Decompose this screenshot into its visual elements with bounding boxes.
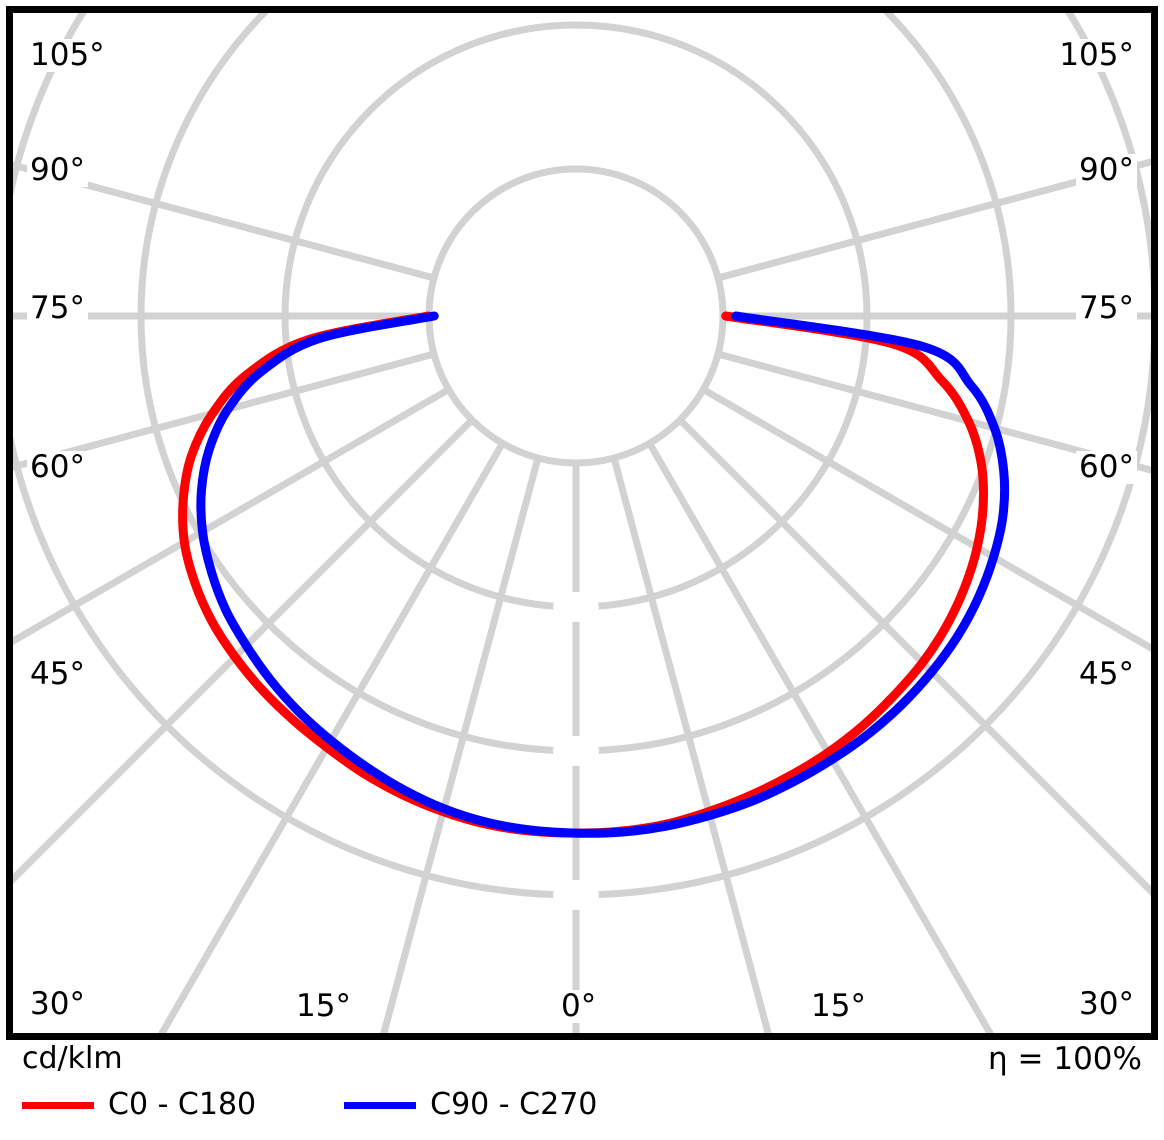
- chart-footer: cd/klm C0 - C180 C90 - C270 η = 100%: [0, 1040, 1164, 1140]
- angle-label-right-90: 90°: [1076, 154, 1137, 187]
- legend-entry-c0-c180: C0 - C180: [22, 1090, 256, 1120]
- chart-frame: 105° 90° 75° 60° 45° 30° 105° 90° 75° 60…: [6, 6, 1158, 1040]
- angle-label-left-30: 30°: [27, 988, 88, 1021]
- angle-label-right-75: 75°: [1076, 292, 1137, 325]
- angle-label-right-45: 45°: [1076, 658, 1137, 691]
- angle-label-left-45: 45°: [27, 658, 88, 691]
- polar-curves: [178, 311, 1010, 838]
- angle-label-left-90: 90°: [27, 154, 88, 187]
- angle-label-right-60: 60°: [1076, 451, 1137, 484]
- polar-plot-svg: [13, 13, 1151, 1033]
- angle-label-bottom-right-15: 15°: [808, 990, 869, 1023]
- legend-swatch-blue: [344, 1101, 417, 1109]
- legend-label-c90-c270: C90 - C270: [430, 1087, 598, 1122]
- curve-c90-c270: [196, 311, 1010, 838]
- legend-label-c0-c180: C0 - C180: [108, 1087, 257, 1122]
- legend: C0 - C180 C90 - C270: [22, 1090, 597, 1120]
- polar-grid: [13, 13, 1151, 1033]
- angle-label-bottom-left-15: 15°: [293, 990, 354, 1023]
- legend-swatch-red: [22, 1101, 94, 1109]
- angle-label-right-105: 105°: [1056, 39, 1137, 72]
- angle-label-bottom-center-0: 0°: [558, 990, 600, 1023]
- angle-label-right-30: 30°: [1076, 988, 1137, 1021]
- angle-label-left-75: 75°: [27, 292, 88, 325]
- angle-label-left-105: 105°: [27, 39, 108, 72]
- angle-label-left-60: 60°: [27, 451, 88, 484]
- unit-label: cd/klm: [22, 1041, 123, 1076]
- efficiency-label: η = 100%: [988, 1041, 1142, 1077]
- legend-entry-c90-c270: C90 - C270: [344, 1090, 597, 1120]
